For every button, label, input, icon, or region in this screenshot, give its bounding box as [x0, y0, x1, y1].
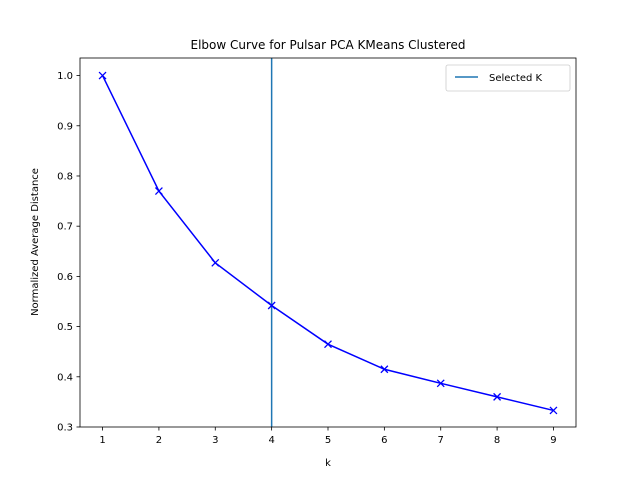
y-tick-label: 0.9: [57, 121, 73, 132]
x-tick-label: 9: [550, 435, 556, 446]
y-axis-label: Normalized Average Distance: [30, 168, 41, 316]
data-point-marker: [98, 71, 107, 80]
data-point-marker: [380, 365, 389, 374]
y-tick-label: 0.7: [57, 222, 73, 233]
x-tick-label: 2: [156, 435, 162, 446]
data-point-marker: [267, 301, 276, 310]
y-tick-label: 0.6: [57, 272, 73, 283]
x-axis-label: k: [325, 458, 331, 469]
x-tick-label: 6: [381, 435, 387, 446]
legend: Selected K: [445, 64, 571, 92]
y-axis: 0.3 0.4 0.5 0.6 0.7 0.8 0.9 1.0: [57, 71, 80, 434]
plot-frame: [79, 57, 577, 428]
y-tick-label: 0.4: [57, 372, 73, 383]
x-tick-label: 8: [494, 435, 500, 446]
data-point-marker: [493, 392, 502, 401]
legend-box: [445, 64, 571, 92]
x-tick-label: 3: [212, 435, 218, 446]
x-axis: 1 2 3 4 5 6 7 8 9: [99, 427, 557, 446]
data-point-marker: [436, 379, 445, 388]
y-tick-label: 0.3: [57, 423, 73, 434]
x-tick-label: 5: [325, 435, 331, 446]
x-tick-label: 7: [438, 435, 444, 446]
data-point-marker: [154, 187, 163, 196]
y-tick-label: 0.5: [57, 322, 73, 333]
x-tick-label: 4: [268, 435, 274, 446]
data-point-marker: [211, 258, 220, 267]
data-markers: [98, 71, 558, 415]
y-tick-label: 1.0: [57, 71, 73, 82]
legend-label-selected-k: Selected K: [489, 73, 543, 84]
data-point-marker: [549, 406, 558, 415]
data-point-marker: [324, 340, 332, 349]
y-tick-label: 0.8: [57, 171, 73, 182]
plot-area: [80, 58, 576, 427]
chart-title: Elbow Curve for Pulsar PCA KMeans Cluste…: [191, 38, 466, 52]
x-tick-label: 1: [99, 435, 105, 446]
